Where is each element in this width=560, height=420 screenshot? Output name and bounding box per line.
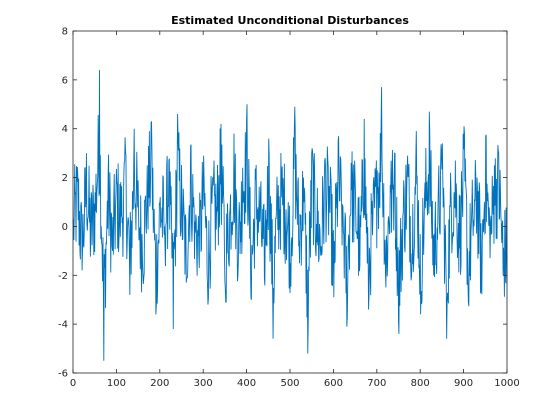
y-tick-label: -6 bbox=[58, 369, 68, 380]
chart-title: Estimated Unconditional Disturbances bbox=[171, 14, 409, 27]
x-tick-label: 800 bbox=[411, 378, 430, 389]
axes-layer: 0 100 200 300 400 500 600 700 800 900 1000 -6 -4 -2 0 2… bbox=[58, 27, 520, 390]
y-tick-label: 2 bbox=[62, 173, 68, 184]
x-tick-label: 300 bbox=[194, 378, 213, 389]
x-tick-label: 900 bbox=[454, 378, 473, 389]
y-tick-label: 0 bbox=[62, 222, 68, 233]
x-tick-label: 1000 bbox=[494, 378, 519, 389]
x-tick-label: 0 bbox=[70, 378, 76, 389]
series-line bbox=[72, 70, 508, 361]
y-tick-label: -2 bbox=[58, 271, 68, 282]
x-tick-label: 600 bbox=[324, 378, 343, 389]
x-tick-label: 100 bbox=[107, 378, 126, 389]
x-tick-label: 500 bbox=[280, 378, 299, 389]
y-tick-label: 6 bbox=[62, 75, 68, 86]
x-tick-label: 400 bbox=[237, 378, 256, 389]
data-layer bbox=[72, 70, 508, 361]
y-tick-label: -4 bbox=[58, 320, 68, 331]
x-tick-label: 200 bbox=[150, 378, 169, 389]
x-tick-label: 700 bbox=[367, 378, 386, 389]
y-tick-label: 4 bbox=[62, 124, 68, 135]
y-tick-label: 8 bbox=[62, 27, 68, 38]
